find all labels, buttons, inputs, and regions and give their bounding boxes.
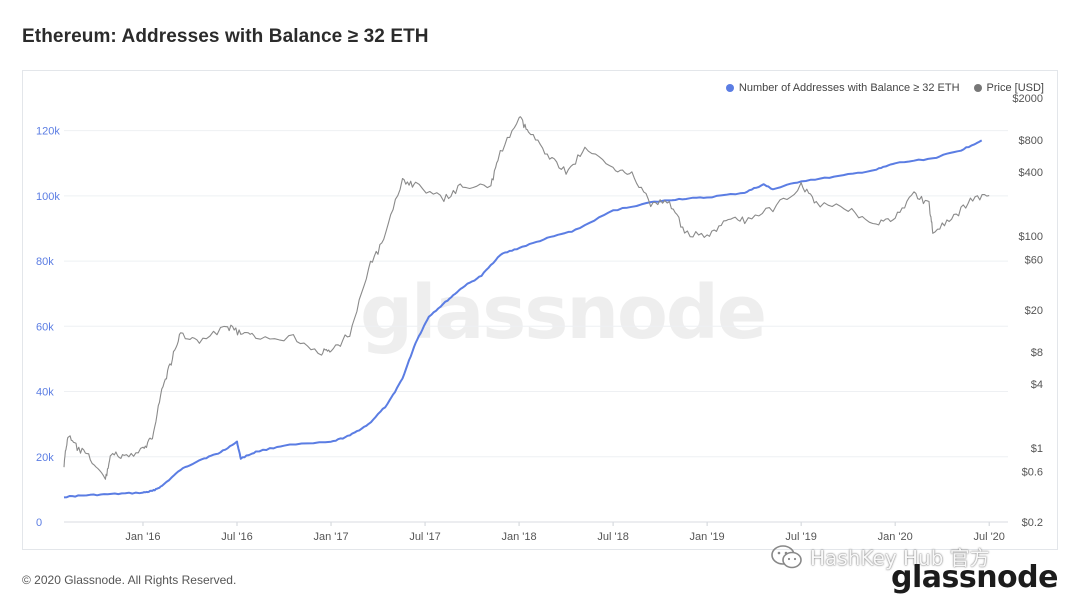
left-axis-tick-label: 60k xyxy=(36,321,54,333)
right-axis-tick-label: $400 xyxy=(1019,167,1043,179)
right-axis-tick-label: $60 xyxy=(1025,254,1043,266)
page-title: Ethereum: Addresses with Balance ≥ 32 ET… xyxy=(22,26,429,47)
copyright-footer: © 2020 Glassnode. All Rights Reserved. xyxy=(22,573,237,587)
right-axis-tick-label: $1 xyxy=(1031,443,1043,455)
price-legend-dot xyxy=(973,84,982,92)
left-axis-tick-label: 80k xyxy=(36,256,54,268)
right-axis-tick-label: $100 xyxy=(1019,231,1043,243)
x-axis-tick-label: Jan '17 xyxy=(313,531,348,543)
legend-item-price[interactable]: Price [USD] xyxy=(973,82,1044,94)
addresses-legend-dot xyxy=(725,84,734,92)
right-axis-tick-label: $0.2 xyxy=(1022,517,1043,529)
x-axis-tick-label: Jul '18 xyxy=(597,531,628,543)
right-axis-tick-label: $20 xyxy=(1025,305,1043,317)
x-axis-tick-label: Jan '19 xyxy=(690,531,725,543)
left-axis-tick-label: 100k xyxy=(36,191,60,203)
right-axis-tick-label: $2000 xyxy=(1012,93,1043,105)
price-series-line xyxy=(63,116,990,480)
x-axis-tick-label: Jul '17 xyxy=(409,531,440,543)
right-axis-tick-label: $0.6 xyxy=(1022,466,1043,478)
left-axis-tick-label: 0 xyxy=(36,517,42,529)
left-axis-tick-label: 20k xyxy=(36,452,54,464)
legend-label-price: Price [USD] xyxy=(986,82,1044,94)
chart-panel xyxy=(22,70,1058,550)
chart-legend: Number of Addresses with Balance ≥ 32 ET… xyxy=(725,82,1044,94)
x-axis-tick-label: Jan '16 xyxy=(125,531,160,543)
x-axis-tick-label: Jul '20 xyxy=(973,531,1004,543)
right-axis-tick-label: $4 xyxy=(1031,379,1043,391)
hashkey-overlay-watermark: HashKey Hub 官方 xyxy=(770,542,990,571)
left-axis-tick-label: 120k xyxy=(36,126,60,138)
left-axis-tick-label: 40k xyxy=(36,387,54,399)
x-axis-tick-label: Jan '20 xyxy=(878,531,913,543)
wechat-icon xyxy=(771,544,802,568)
overlay-watermark-text: HashKey Hub 官方 xyxy=(810,546,990,570)
glassnode-logo: glassnode xyxy=(890,560,1059,595)
addresses-series-line xyxy=(63,139,983,499)
legend-label-addresses: Number of Addresses with Balance ≥ 32 ET… xyxy=(738,82,960,94)
right-axis-tick-label: $8 xyxy=(1031,347,1043,359)
x-axis-tick-label: Jul '19 xyxy=(785,531,816,543)
glassnode-watermark: glassnode xyxy=(360,270,767,356)
right-axis-tick-label: $800 xyxy=(1019,135,1043,147)
legend-item-addresses[interactable]: Number of Addresses with Balance ≥ 32 ET… xyxy=(725,82,960,94)
x-axis-tick-label: Jul '16 xyxy=(221,531,252,543)
x-axis-tick-label: Jan '18 xyxy=(502,531,537,543)
